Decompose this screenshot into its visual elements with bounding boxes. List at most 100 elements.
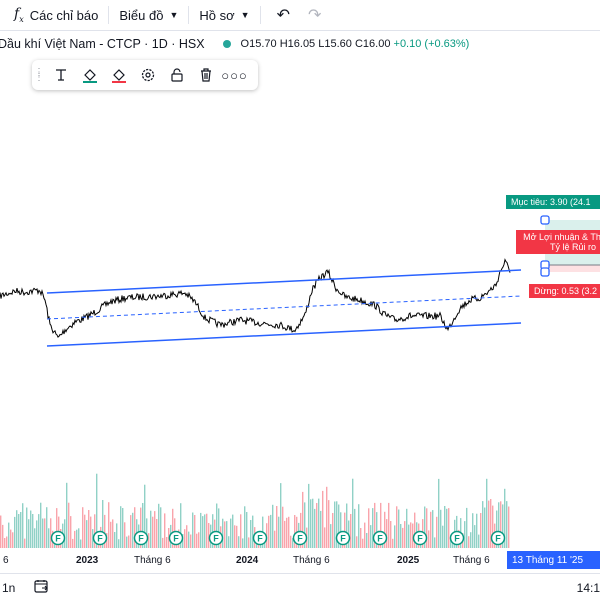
profile-menu-label: Hồ sơ (199, 7, 235, 23)
volume-bar (376, 512, 378, 548)
volume-bar (180, 503, 182, 548)
volume-bar (76, 529, 78, 548)
x-axis-label: 2025 (397, 555, 420, 566)
volume-bar (142, 503, 144, 548)
event-marker-letter: F (495, 534, 501, 544)
volume-bar (320, 510, 322, 548)
dividend-marker: F (252, 530, 268, 546)
profile-menu-button[interactable]: Hồ sơ ▼ (193, 0, 255, 30)
volume-bar (366, 533, 368, 548)
event-icon (92, 530, 108, 546)
dividend-marker: F (208, 530, 224, 546)
event-icon (335, 530, 351, 546)
stop-label[interactable]: Dừng: 0.53 (3.2 (529, 284, 600, 298)
volume-bar (496, 510, 498, 548)
chevron-down-icon: ▼ (240, 10, 250, 20)
event-marker-letter: F (173, 534, 179, 544)
volume-bar (130, 515, 132, 548)
volume-bar (506, 501, 508, 548)
drag-handle-icon[interactable]: ⋮ ⋮ (34, 67, 44, 83)
volume-bar (436, 516, 438, 548)
volume-bar (244, 506, 246, 548)
open-value: O15.70 (240, 38, 277, 50)
volume-bar (38, 514, 40, 548)
event-marker-letter: F (297, 534, 303, 544)
event-icon (372, 530, 388, 546)
event-icon (168, 530, 184, 546)
volume-bar (272, 504, 274, 548)
volume-bar (356, 536, 358, 548)
volume-bar (380, 502, 382, 548)
volume-bar (66, 482, 68, 548)
volume-bar (246, 512, 248, 548)
delete-button[interactable] (191, 60, 220, 90)
volume-bar (114, 532, 116, 548)
undo-button[interactable]: ↶ (265, 0, 302, 30)
calendar-range-icon[interactable] (33, 578, 49, 597)
volume-bar (344, 512, 346, 548)
volume-bar (372, 508, 374, 548)
event-icon (252, 530, 268, 546)
volume-bar (412, 523, 414, 548)
more-icon: ○○○ (221, 67, 248, 83)
event-icon (490, 530, 506, 546)
volume-bar (268, 515, 270, 548)
volume-bar (352, 478, 354, 548)
volume-bar (300, 512, 302, 548)
chart-menu-button[interactable]: Biểu đồ ▼ (113, 0, 184, 30)
volume-bar (208, 523, 210, 548)
x-axis-label: Tháng 6 (453, 555, 490, 566)
channel-drawing (46, 269, 522, 347)
line-color-button[interactable] (104, 60, 133, 90)
lock-button[interactable] (162, 60, 191, 90)
indicators-button[interactable]: fx Các chỉ báo (0, 0, 104, 30)
event-marker-letter: F (454, 534, 460, 544)
paint-bucket-icon (82, 69, 97, 83)
volume-bar (500, 501, 502, 548)
volume-bar (374, 502, 376, 548)
volume-bar (448, 508, 450, 548)
volume-bar (198, 532, 200, 548)
volume-bar (334, 501, 336, 548)
target-label[interactable]: Mục tiêu: 3.90 (24.1 (506, 195, 600, 209)
interval-button[interactable]: 1n (2, 580, 16, 595)
text-tool-button[interactable] (46, 60, 75, 90)
symbol-title[interactable]: Dầu khí Việt Nam - CTCP · 1D · HSX (0, 37, 205, 51)
volume-bar (14, 516, 16, 548)
fill-color-button[interactable] (75, 60, 104, 90)
volume-bar (42, 518, 44, 548)
toolbar-divider (259, 6, 261, 24)
volume-bar (212, 514, 214, 548)
position-info-label[interactable]: Mở Lợi nhuận & Th Tỷ lệ Rủi ro (516, 230, 600, 254)
volume-bar (444, 506, 446, 548)
volume-bar (86, 520, 88, 548)
volume-bar (322, 490, 324, 548)
event-marker-letter: F (377, 534, 383, 544)
ohlc-values: O15.70 H16.05 L15.60 C16.00 +0.10 (+0.63… (241, 38, 470, 50)
close-value: C16.00 (354, 38, 391, 50)
settings-button[interactable] (133, 60, 162, 90)
volume-bar (184, 529, 186, 548)
volume-bar (70, 516, 72, 548)
volume-bar (92, 529, 94, 548)
volume-bar (314, 508, 316, 548)
volume-bar (406, 508, 408, 548)
drawing-toolbox: ⋮ ⋮ ○○○ (32, 60, 258, 90)
volume-bar (166, 537, 168, 548)
paint-bucket-icon (111, 69, 126, 83)
volume-bar (126, 536, 128, 548)
more-button[interactable]: ○○○ (220, 60, 249, 90)
redo-button[interactable]: ↷ (302, 0, 327, 30)
volume-bar (110, 521, 112, 548)
volume-bar (144, 484, 146, 548)
volume-bar (362, 538, 364, 548)
dividend-marker: F (490, 530, 506, 546)
dividend-marker: F (168, 530, 184, 546)
volume-bar (340, 512, 342, 548)
unlock-icon (170, 68, 183, 82)
volume-bar (336, 501, 338, 548)
volume-bar (476, 513, 478, 548)
volume-bar (318, 498, 320, 548)
clock-time[interactable]: 14:1 (576, 580, 600, 595)
